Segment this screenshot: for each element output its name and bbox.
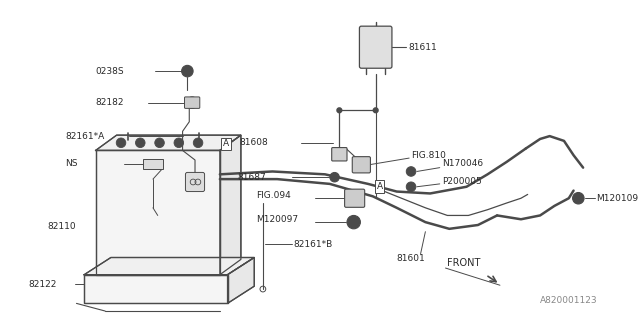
Text: 81601: 81601 <box>397 254 426 263</box>
Circle shape <box>155 138 164 148</box>
Text: 82161*B: 82161*B <box>294 240 333 249</box>
Text: 0238S: 0238S <box>95 67 124 76</box>
Text: A: A <box>376 182 383 191</box>
Circle shape <box>193 138 203 148</box>
Circle shape <box>186 69 189 73</box>
Text: 82110: 82110 <box>48 222 76 231</box>
Text: NS: NS <box>65 159 77 168</box>
FancyBboxPatch shape <box>332 148 347 161</box>
Circle shape <box>330 172 339 182</box>
Circle shape <box>186 97 198 108</box>
Text: A: A <box>223 140 229 148</box>
Polygon shape <box>95 135 241 150</box>
Text: P200005: P200005 <box>442 177 481 186</box>
FancyBboxPatch shape <box>352 157 371 173</box>
Polygon shape <box>95 150 220 275</box>
Circle shape <box>116 138 126 148</box>
Text: 82122: 82122 <box>29 280 57 289</box>
Polygon shape <box>227 258 254 303</box>
Text: 82182: 82182 <box>95 98 124 107</box>
Circle shape <box>337 108 342 113</box>
Circle shape <box>182 65 193 77</box>
FancyBboxPatch shape <box>360 26 392 68</box>
Circle shape <box>136 138 145 148</box>
Text: 82161*A: 82161*A <box>65 132 104 140</box>
Circle shape <box>347 215 360 229</box>
Text: FRONT: FRONT <box>447 258 481 268</box>
Polygon shape <box>220 135 241 275</box>
Text: N170046: N170046 <box>442 159 483 168</box>
Text: 81608: 81608 <box>239 138 268 147</box>
Circle shape <box>174 138 184 148</box>
FancyBboxPatch shape <box>186 172 205 192</box>
FancyBboxPatch shape <box>344 189 365 207</box>
Circle shape <box>350 218 358 226</box>
Text: 81611: 81611 <box>408 43 437 52</box>
Bar <box>143 159 163 169</box>
Circle shape <box>406 182 416 192</box>
Circle shape <box>573 193 584 204</box>
Text: 81687: 81687 <box>237 173 266 182</box>
Text: M120109: M120109 <box>596 194 639 203</box>
Circle shape <box>406 167 416 176</box>
FancyBboxPatch shape <box>184 97 200 108</box>
Text: M120097: M120097 <box>256 215 298 224</box>
Text: A820001123: A820001123 <box>540 296 598 305</box>
Circle shape <box>373 108 378 113</box>
Polygon shape <box>84 275 227 303</box>
Text: FIG.094: FIG.094 <box>256 191 291 200</box>
Text: FIG.810: FIG.810 <box>411 151 446 160</box>
Polygon shape <box>84 258 254 275</box>
